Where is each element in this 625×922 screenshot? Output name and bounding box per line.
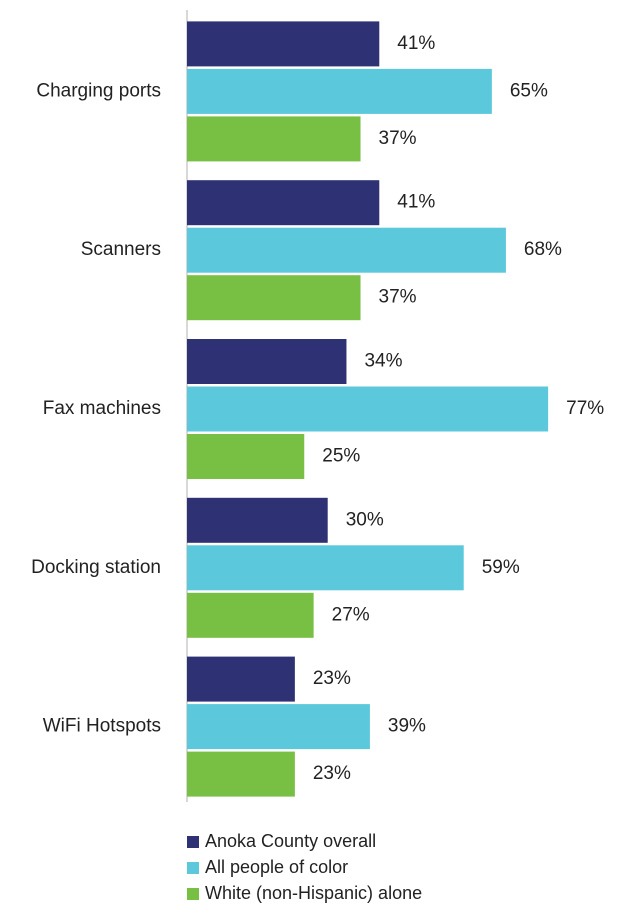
value-label: 41% [397, 33, 435, 54]
value-label: 37% [379, 128, 417, 149]
legend-swatch [187, 836, 199, 848]
value-label: 37% [379, 287, 417, 308]
value-label: 65% [510, 80, 548, 101]
value-label: 27% [332, 604, 370, 625]
legend-swatch [187, 862, 199, 874]
value-label: 59% [482, 557, 520, 578]
value-label: 77% [566, 398, 604, 419]
value-label: 25% [322, 446, 360, 467]
bar [187, 704, 370, 750]
bar [187, 275, 361, 321]
bar [187, 116, 361, 162]
bar [187, 497, 328, 543]
value-label: 39% [388, 716, 426, 737]
value-label: 23% [313, 763, 351, 784]
value-label: 34% [364, 351, 402, 372]
legend-swatch [187, 888, 199, 900]
y-tick-label: Docking station [31, 557, 161, 578]
y-tick-label: Fax machines [43, 398, 161, 419]
bar [187, 68, 492, 114]
legend: Anoka County overall All people of color W… [187, 831, 422, 903]
bar [187, 656, 295, 702]
bar [187, 386, 549, 432]
legend-label: All people of color [205, 857, 348, 877]
legend-label: White (non-Hispanic) alone [205, 883, 422, 903]
y-tick-label: WiFi Hotspots [43, 716, 161, 737]
value-label: 23% [313, 668, 351, 689]
y-tick-label: Charging ports [36, 80, 161, 101]
bar [187, 21, 380, 67]
y-tick-label: Scanners [81, 239, 161, 260]
value-label: 30% [346, 509, 384, 530]
bar [187, 180, 380, 226]
value-label: 68% [524, 239, 562, 260]
bar [187, 434, 305, 479]
bar [187, 227, 506, 273]
value-label: 41% [397, 192, 435, 213]
bar [187, 339, 347, 384]
bar [187, 592, 314, 638]
bar [187, 751, 295, 797]
legend-label: Anoka County overall [205, 831, 376, 851]
bar [187, 545, 464, 591]
